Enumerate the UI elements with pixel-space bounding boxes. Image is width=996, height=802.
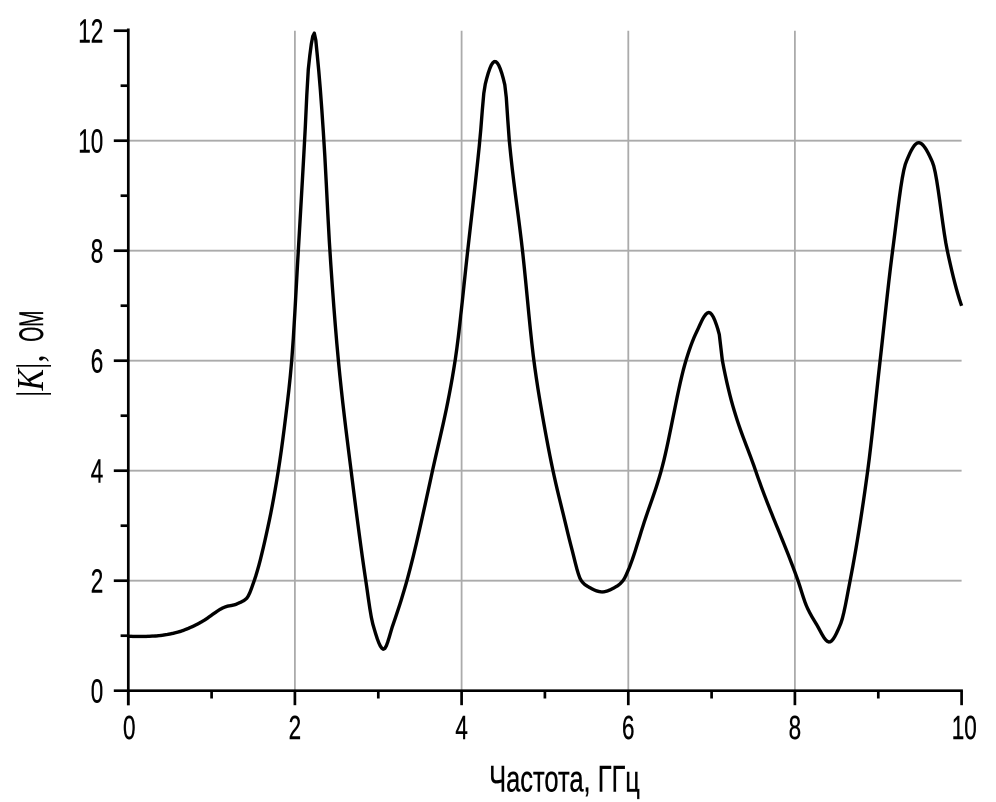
svg-text:10: 10 xyxy=(952,709,977,746)
svg-text:2: 2 xyxy=(289,709,301,746)
svg-text:8: 8 xyxy=(91,232,103,269)
svg-text:|K|,: |K|, xyxy=(10,354,52,397)
svg-text:4: 4 xyxy=(91,452,103,489)
svg-text:Частота, ГГц: Частота, ГГц xyxy=(489,758,640,800)
svg-text:12: 12 xyxy=(78,12,103,49)
svg-text:2: 2 xyxy=(91,562,103,599)
svg-text:0: 0 xyxy=(91,672,103,709)
svg-text:0: 0 xyxy=(123,709,135,746)
svg-text:6: 6 xyxy=(622,709,634,746)
svg-text:10: 10 xyxy=(78,122,103,159)
svg-text:8: 8 xyxy=(789,709,801,746)
svg-text:ОМ: ОМ xyxy=(12,311,50,342)
svg-text:4: 4 xyxy=(455,709,467,746)
svg-text:6: 6 xyxy=(91,342,103,379)
